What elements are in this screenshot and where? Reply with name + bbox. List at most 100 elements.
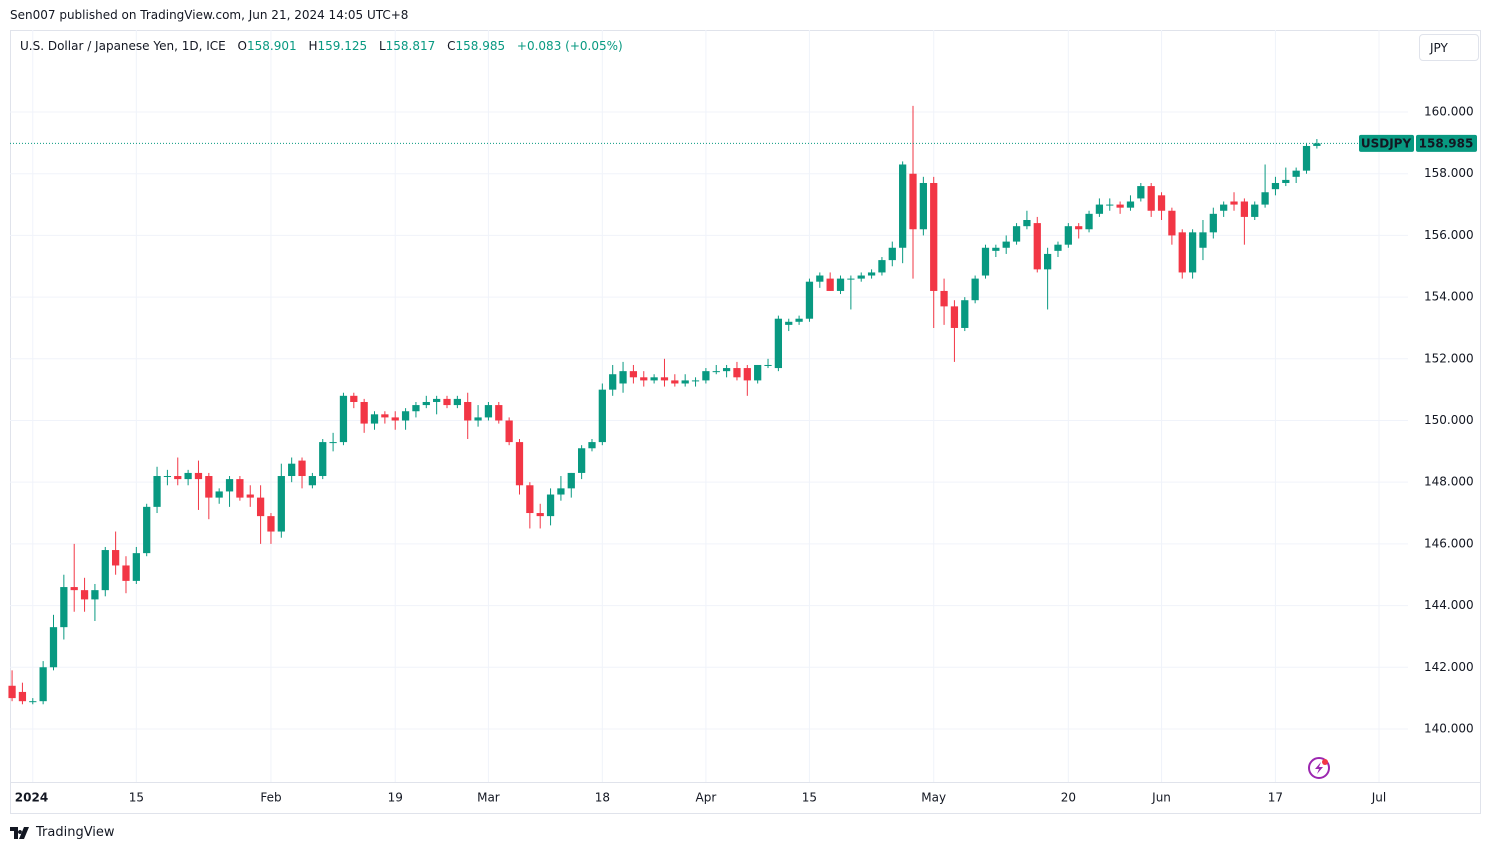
candle-body: [288, 463, 296, 477]
currency-button[interactable]: JPY: [1419, 34, 1479, 61]
candle-body: [1075, 226, 1083, 230]
candle-body: [360, 401, 368, 424]
x-tick-label: 20: [1061, 791, 1076, 805]
candle-body: [505, 420, 513, 443]
candle-body: [236, 479, 244, 498]
y-tick-label: 156.000: [1424, 228, 1474, 242]
chart-frame: [10, 30, 1481, 814]
candle-body: [225, 479, 234, 492]
candle-body: [370, 414, 379, 424]
y-tick-label: 140.000: [1424, 721, 1474, 735]
symbol-label-box: [1359, 134, 1414, 152]
candle-body: [857, 275, 865, 279]
candle-body: [1106, 204, 1114, 206]
candle-body: [308, 476, 317, 486]
candle-body: [215, 491, 223, 498]
candle-body: [1292, 170, 1300, 177]
candle-body: [1282, 179, 1290, 183]
price-label-box: [1416, 134, 1477, 152]
candle-body: [888, 247, 896, 261]
candle-body: [1313, 143, 1321, 146]
candle-body: [246, 494, 254, 498]
candle-body: [80, 590, 89, 600]
candle-body: [536, 513, 544, 517]
candle-body: [39, 667, 47, 702]
brand: TradingView: [10, 825, 115, 840]
candle-body: [464, 401, 472, 421]
candle-body: [764, 364, 772, 366]
candle-body: [1302, 145, 1311, 171]
candle-body: [691, 380, 700, 382]
candle-body: [826, 278, 834, 291]
candle-body: [1044, 253, 1052, 270]
candle-body: [132, 553, 140, 581]
candle-body: [867, 272, 876, 276]
candle-body: [474, 417, 482, 421]
candle-body: [971, 278, 979, 301]
candle-body: [1002, 241, 1010, 248]
candle-body: [671, 380, 679, 384]
symbol-label: USDJPY: [1361, 136, 1412, 150]
candle-body: [1199, 232, 1207, 248]
change-value: +0.083 (+0.05%): [516, 39, 623, 53]
candle-body: [495, 405, 503, 421]
y-tick-label: 152.000: [1424, 351, 1474, 365]
candle-body: [277, 476, 285, 532]
candle-body: [1064, 226, 1072, 245]
candle-body: [174, 476, 182, 480]
ohlc-label: L: [378, 39, 386, 53]
candle-body: [992, 247, 1000, 251]
x-tick-label: Feb: [260, 791, 281, 805]
candle-body: [981, 247, 990, 276]
candle-body: [401, 411, 410, 421]
y-tick-label: 150.000: [1424, 413, 1474, 427]
y-tick-label: 142.000: [1424, 660, 1474, 674]
x-tick-label: 19: [388, 791, 403, 805]
candle-body: [733, 368, 741, 378]
x-tick-label: May: [921, 791, 946, 805]
candle-body: [795, 318, 803, 322]
x-tick-label: 17: [1268, 791, 1283, 805]
candle-body: [1178, 232, 1186, 273]
x-tick-label: Jun: [1151, 791, 1171, 805]
candle-body: [112, 550, 120, 566]
x-tick-label: Mar: [477, 791, 500, 805]
candle-body: [443, 398, 451, 406]
x-tick-label: 18: [595, 791, 610, 805]
y-tick-label: 148.000: [1424, 475, 1474, 489]
candle-body: [1230, 201, 1238, 205]
candle-body: [909, 173, 917, 230]
candle-body: [8, 685, 16, 699]
candle-body: [1033, 223, 1041, 270]
candle-body: [640, 377, 648, 381]
candle-body: [515, 442, 524, 486]
brand-logo: [10, 826, 29, 839]
ohlc-value: 159.125: [317, 39, 368, 53]
publisher-line: Sen007 published on TradingView.com, Jun…: [10, 8, 409, 22]
candle-body: [1095, 204, 1104, 214]
candle-body: [546, 494, 555, 517]
candle-body: [184, 472, 192, 480]
candle-body: [1085, 213, 1093, 230]
x-tick-label: Apr: [696, 791, 717, 805]
candle-body: [381, 414, 389, 418]
candle-body: [1261, 192, 1269, 205]
candle-body: [526, 485, 534, 514]
ohlc-label: H: [308, 39, 318, 53]
candle-body: [588, 442, 596, 449]
y-tick-label: 158.000: [1424, 166, 1474, 180]
y-tick-label: 144.000: [1424, 598, 1474, 612]
ohlc-value: 158.901: [247, 39, 297, 53]
candle-body: [329, 442, 337, 444]
candle-body: [743, 368, 751, 381]
candle-body: [49, 627, 58, 668]
candle-body: [194, 472, 203, 480]
candle-body: [350, 395, 358, 402]
candle-body: [1240, 201, 1249, 217]
candle-body: [930, 182, 938, 291]
candle-body: [267, 516, 275, 532]
candle-body: [836, 278, 845, 291]
x-tick-label: 2024: [15, 791, 48, 805]
y-tick-label: 160.000: [1424, 105, 1474, 119]
